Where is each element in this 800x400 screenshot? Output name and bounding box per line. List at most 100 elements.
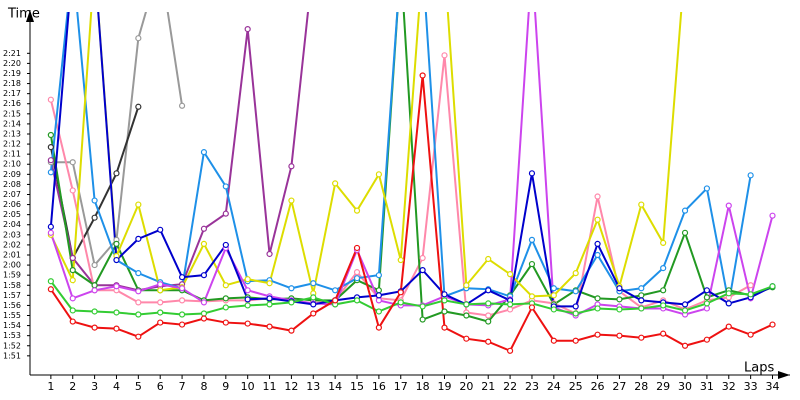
y-tick-label: 2:07 bbox=[3, 190, 21, 199]
point bbox=[747, 282, 754, 289]
point bbox=[441, 308, 448, 315]
point bbox=[157, 226, 164, 233]
point bbox=[419, 254, 426, 262]
point bbox=[91, 287, 98, 294]
point bbox=[244, 320, 251, 327]
point bbox=[681, 301, 689, 308]
x-tick-label: 12 bbox=[284, 380, 298, 393]
y-tick-label: 2:11 bbox=[3, 150, 21, 159]
x-tick-label: 6 bbox=[157, 380, 164, 393]
x-tick-label: 5 bbox=[135, 380, 142, 393]
x-tick-label: 14 bbox=[328, 380, 342, 393]
x-axis-arrow bbox=[778, 371, 790, 379]
point bbox=[375, 171, 382, 178]
y-tick-label: 2:16 bbox=[3, 99, 21, 108]
point bbox=[463, 312, 470, 319]
point bbox=[616, 296, 623, 303]
y-tick-label: 1:56 bbox=[3, 301, 21, 310]
x-tick-label: 17 bbox=[394, 380, 408, 393]
point bbox=[375, 324, 382, 331]
point bbox=[419, 72, 426, 79]
y-tick-label: 2:14 bbox=[3, 119, 21, 128]
point bbox=[266, 323, 273, 330]
point bbox=[725, 300, 732, 307]
point bbox=[572, 337, 579, 344]
y-tick-label: 2:04 bbox=[3, 220, 21, 229]
point bbox=[485, 255, 492, 263]
point bbox=[200, 299, 208, 306]
point bbox=[222, 210, 229, 217]
point bbox=[594, 193, 601, 200]
x-tick-label: 25 bbox=[569, 380, 583, 393]
point bbox=[135, 299, 142, 306]
series-line bbox=[50, 75, 773, 353]
point bbox=[47, 278, 54, 285]
point bbox=[485, 300, 492, 307]
y-tick-label: 2:15 bbox=[3, 109, 21, 118]
point bbox=[419, 303, 426, 310]
y-tick-label: 2:01 bbox=[3, 251, 21, 260]
point bbox=[91, 308, 98, 315]
point bbox=[244, 296, 251, 303]
y-tick-label: 1:52 bbox=[3, 341, 21, 350]
x-axis-title: Laps bbox=[744, 361, 774, 376]
point bbox=[594, 240, 601, 248]
x-tick-label: 2 bbox=[69, 380, 76, 393]
point bbox=[178, 321, 186, 328]
y-tick-label: 2:19 bbox=[3, 69, 21, 78]
point bbox=[47, 157, 54, 164]
x-tick-label: 26 bbox=[591, 380, 605, 393]
y-tick-label: 1:57 bbox=[3, 291, 21, 300]
point bbox=[69, 187, 76, 194]
x-tick-label: 11 bbox=[263, 380, 277, 393]
x-tick-label: 1 bbox=[47, 380, 54, 393]
point bbox=[310, 310, 317, 317]
point bbox=[681, 207, 689, 214]
point bbox=[135, 311, 142, 318]
x-tick-label: 19 bbox=[437, 380, 451, 393]
x-tick-label: 21 bbox=[481, 380, 495, 393]
point bbox=[725, 290, 732, 297]
x-tick-label: 28 bbox=[634, 380, 648, 393]
point bbox=[200, 149, 208, 156]
point bbox=[375, 272, 382, 279]
point bbox=[594, 251, 601, 259]
point bbox=[135, 270, 142, 277]
point bbox=[375, 287, 382, 294]
point bbox=[222, 183, 229, 190]
point bbox=[266, 301, 273, 308]
series-line bbox=[50, 280, 773, 316]
point bbox=[463, 335, 470, 342]
point bbox=[222, 241, 229, 249]
x-tick-label: 3 bbox=[91, 380, 98, 393]
point bbox=[638, 334, 645, 341]
point bbox=[660, 302, 667, 309]
x-tick-label: 27 bbox=[612, 380, 626, 393]
point bbox=[572, 310, 579, 317]
point bbox=[113, 283, 120, 290]
point bbox=[178, 311, 186, 318]
y-tick-label: 2:21 bbox=[3, 49, 21, 58]
y-axis-arrow bbox=[26, 10, 34, 22]
point bbox=[178, 285, 186, 292]
point bbox=[310, 280, 317, 287]
x-tick-label: 33 bbox=[744, 380, 758, 393]
point bbox=[91, 324, 98, 331]
point bbox=[288, 299, 295, 306]
point bbox=[747, 331, 754, 338]
x-tick-label: 18 bbox=[416, 380, 430, 393]
point bbox=[157, 309, 164, 316]
point bbox=[288, 163, 295, 170]
point bbox=[485, 318, 492, 325]
point bbox=[157, 319, 164, 326]
point bbox=[638, 297, 645, 304]
point bbox=[69, 254, 76, 262]
point bbox=[91, 197, 98, 204]
plot-area bbox=[47, 12, 776, 354]
point bbox=[200, 315, 208, 322]
x-tick-label: 34 bbox=[766, 380, 780, 393]
point bbox=[616, 332, 623, 339]
y-tick-label: 2:09 bbox=[3, 170, 21, 179]
x-tick-label: 30 bbox=[678, 380, 692, 393]
